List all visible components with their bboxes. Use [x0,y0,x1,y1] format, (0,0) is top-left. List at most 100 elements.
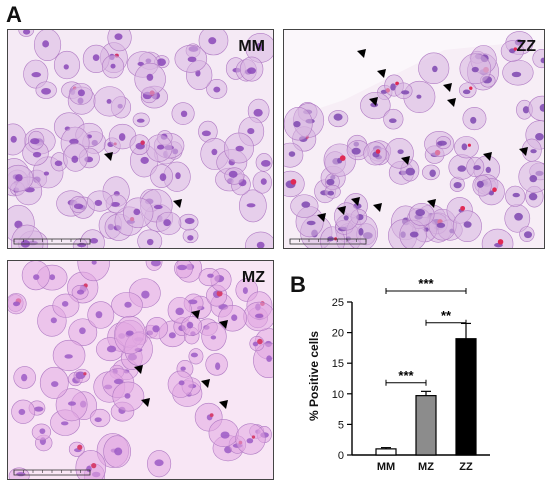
micrograph-nucleus [34,406,44,412]
micrograph-nucleus [247,67,256,74]
micrograph-nucleus [266,355,272,362]
micrograph-nucleus [255,313,264,319]
micrograph-nucleus [201,130,211,137]
micrograph-nucleus [535,133,544,141]
micrograph-nucleus [136,118,145,123]
micrograph-nucleus [159,173,167,182]
micrograph-nucleus [242,287,248,295]
micrograph-nucleus [401,90,410,95]
micrograph-nucleus [253,108,263,117]
x-tick-label: ZZ [459,461,473,473]
micrograph-nucleus [150,261,161,267]
micrograph-nucleus [211,148,218,156]
micrograph-nucleus [184,217,195,225]
micrograph-nucleus [416,94,422,99]
micrograph-cell [8,123,27,156]
arrowhead-icon [134,365,143,374]
micrograph-nucleus [186,321,194,329]
scale-bar [289,238,367,245]
y-axis-label: % Positive cells [307,331,321,421]
micrograph-nucleus [33,274,40,281]
micrograph-pink-granule [140,140,145,145]
micrograph-nucleus [106,345,117,353]
arrowhead-icon [483,152,492,161]
x-tick-label: MM [377,461,395,473]
micrograph-nucleus [175,307,184,316]
micrograph-nucleus [207,273,214,278]
micrograph-empty-area [284,30,544,120]
micrograph-pink-granule [209,413,214,418]
micrograph-nucleus [77,242,87,248]
micrograph-mz-label: MZ [241,269,265,286]
micrograph-nucleus [152,325,160,333]
micrograph-nucleus [231,314,238,322]
y-tick-label: 5 [338,419,344,431]
arrowhead-icon [141,398,150,407]
panel-b-letter: B [290,272,306,297]
micrograph-pink-granule [216,290,223,297]
arrowhead-icon [219,320,228,329]
micrograph-nucleus [256,241,265,248]
micrograph-nucleus [409,231,419,238]
micrograph-nucleus [168,332,176,339]
micrograph-cell [253,342,273,379]
micrograph-zz: ZZ [283,29,545,249]
micrograph-nucleus [124,301,132,308]
micrograph-nucleus [178,380,185,386]
panel-a-letter: A [6,2,22,27]
micrograph-nucleus [92,54,100,61]
arrowhead-icon [191,310,200,319]
arrowhead-icon [104,152,113,161]
significance-bracket: *** [385,368,427,386]
micrograph-mz-image [8,261,273,479]
micrograph-nucleus [333,113,343,121]
micrograph-nucleus [89,238,99,244]
arrowhead-icon [337,206,346,215]
y-tick-label: 20 [332,328,344,340]
micrograph-nucleus [77,89,85,97]
micrograph-nucleus [288,151,296,157]
y-tick-label: 0 [338,450,344,462]
micrograph-nucleus [260,159,271,167]
micrograph-pink-granule [467,143,471,147]
micrograph-nucleus [260,178,267,185]
micrograph-cell [245,231,273,248]
micrograph-nucleus [118,133,126,141]
micrograph-nucleus [220,431,230,439]
micrograph-nucleus [485,166,492,174]
micrograph-pink-granule [339,155,346,161]
micrograph-nucleus [113,378,124,385]
micrograph-nucleus [215,362,221,370]
micrograph-nucleus [190,352,198,358]
micrograph-pink-granule [257,338,263,345]
micrograph-nucleus [91,261,97,265]
micrograph-nucleus [31,72,42,78]
micrograph-nucleus [405,167,416,176]
micrograph-nucleus [326,178,335,186]
arrowhead-icon [173,199,182,208]
bar-zz [455,338,477,456]
micrograph-nucleus [175,172,181,180]
micrograph-mm: MM [7,29,274,249]
micrograph-cell [77,261,110,282]
micrograph-nucleus [71,155,79,163]
micrograph-mz: MZ [7,260,274,480]
micrograph-nucleus [306,220,316,226]
micrograph-nucleus [156,58,166,66]
micrograph-nucleus [16,472,26,477]
micrograph-nucleus [86,465,92,473]
micrograph-nucleus [23,30,31,35]
micrograph-nucleus [125,330,134,336]
micrograph-nucleus [293,120,301,128]
y-tick-label: 10 [332,389,344,401]
micrograph-cell [528,95,544,121]
micrograph-nucleus [54,160,63,167]
micrograph-nucleus [343,215,349,221]
y-tick-label: 15 [332,358,344,370]
micrograph-nucleus [141,290,150,299]
micrograph-nucleus [461,143,468,151]
arrowhead-icon [447,98,456,107]
micrograph-nucleus [95,311,103,319]
micrograph-pink-granule [469,86,473,90]
micrograph-nucleus [42,40,50,48]
